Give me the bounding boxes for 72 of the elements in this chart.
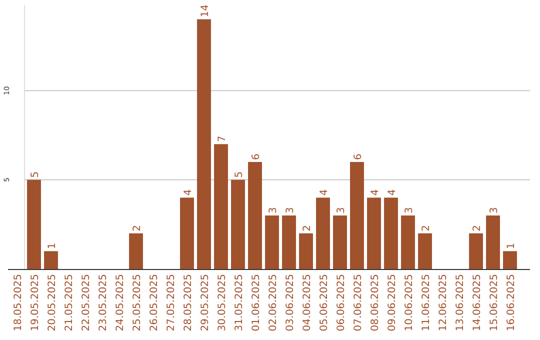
x-tick-label: 27.05.2025 [166, 274, 177, 332]
x-tick-label: 19.05.2025 [30, 274, 41, 332]
bar [129, 233, 143, 269]
bar [316, 198, 330, 269]
data-label: 3 [336, 207, 347, 214]
bar [180, 198, 194, 269]
data-label: 2 [472, 224, 483, 232]
bar [197, 19, 211, 269]
x-tick-label: 25.05.2025 [132, 274, 143, 332]
data-label: 5 [30, 171, 41, 178]
bar [214, 144, 228, 269]
x-tick-label: 31.05.2025 [234, 274, 245, 332]
bar [299, 233, 313, 269]
data-label: 14 [200, 4, 211, 18]
data-label: 4 [319, 189, 330, 196]
x-tick-label: 09.06.2025 [387, 274, 398, 332]
bar [367, 198, 381, 269]
bar [282, 215, 296, 269]
data-label: 2 [421, 224, 432, 232]
x-tick-label: 11.06.2025 [421, 274, 432, 332]
x-tick-label: 28.05.2025 [183, 274, 194, 332]
bar [27, 180, 41, 269]
bar [333, 215, 347, 269]
bar [469, 233, 483, 269]
x-tick-label: 02.06.2025 [268, 274, 279, 332]
x-tick-label: 23.05.2025 [98, 274, 109, 332]
data-label: 4 [183, 189, 194, 196]
data-label: 1 [506, 242, 517, 250]
data-label: 6 [251, 154, 262, 160]
bar [265, 215, 279, 269]
x-tick-label: 14.06.2025 [472, 274, 483, 332]
bar [503, 251, 517, 269]
bar [248, 162, 262, 269]
x-tick-label: 13.06.2025 [455, 274, 466, 332]
data-label: 5 [234, 171, 245, 178]
x-tick-label: 12.06.2025 [438, 274, 449, 332]
x-tick-label: 04.06.2025 [302, 274, 313, 332]
x-tick-label: 24.05.2025 [115, 274, 126, 332]
bar [418, 233, 432, 269]
x-tick-label: 22.05.2025 [81, 274, 92, 332]
data-label: 2 [132, 224, 143, 232]
bar [231, 180, 245, 269]
bar [350, 162, 364, 269]
bar [384, 198, 398, 269]
x-tick-label: 15.06.2025 [489, 274, 500, 332]
x-tick-label: 06.06.2025 [336, 274, 347, 332]
x-tick-label: 26.05.2025 [149, 274, 160, 332]
x-tick-label: 21.05.2025 [64, 274, 75, 332]
x-tick-label: 18.05.2025 [13, 274, 24, 332]
bar [44, 251, 58, 269]
x-tick-label: 16.06.2025 [506, 274, 517, 332]
x-tick-label: 10.06.2025 [404, 274, 415, 332]
bar [486, 215, 500, 269]
data-label: 3 [404, 207, 415, 214]
data-label: 6 [353, 154, 364, 160]
data-label: 3 [268, 207, 279, 214]
x-tick-label: 29.05.2025 [200, 274, 211, 332]
data-label: 3 [489, 207, 500, 214]
x-tick-label: 07.06.2025 [353, 274, 364, 332]
data-label: 3 [285, 207, 296, 214]
bar [401, 215, 415, 269]
data-label: 7 [217, 136, 228, 142]
data-label: 1 [47, 242, 58, 250]
x-tick-label: 05.06.2025 [319, 274, 330, 332]
x-tick-label: 20.05.2025 [47, 274, 58, 332]
data-label: 2 [302, 224, 313, 232]
x-tick-label: 08.06.2025 [370, 274, 381, 332]
x-tick-label: 30.05.2025 [217, 274, 228, 332]
data-label: 4 [370, 189, 381, 196]
x-tick-label: 03.06.2025 [285, 274, 296, 332]
x-tick-label: 01.06.2025 [251, 274, 262, 332]
data-label: 4 [387, 189, 398, 196]
